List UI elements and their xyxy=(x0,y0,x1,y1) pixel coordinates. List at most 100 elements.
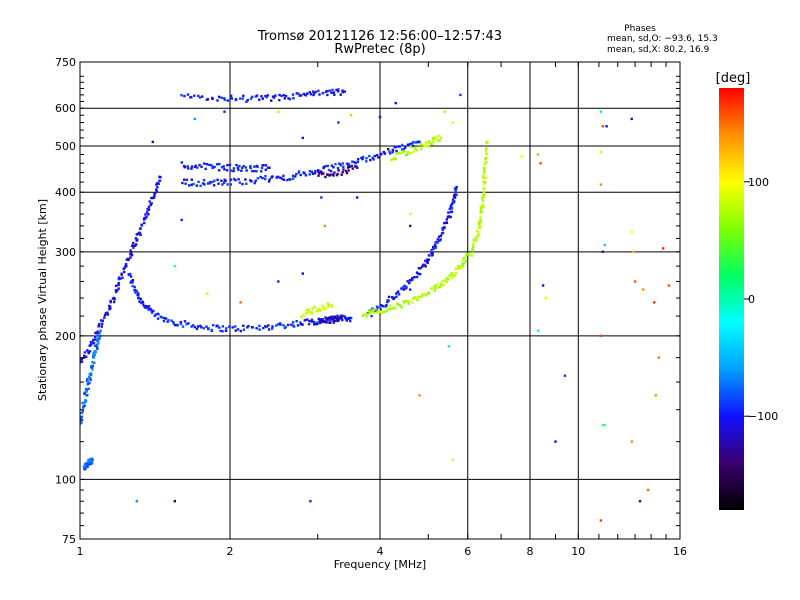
trace-point xyxy=(207,163,211,167)
colorbar-tick-label: −100 xyxy=(748,410,778,423)
trace-point xyxy=(195,327,199,331)
trace-point xyxy=(123,270,126,274)
trace-point xyxy=(270,99,273,102)
trace-point xyxy=(439,136,443,140)
trace-point xyxy=(183,94,186,98)
trace-point xyxy=(330,303,333,307)
trace-point xyxy=(402,150,406,153)
trace-point xyxy=(425,141,428,144)
trace-point xyxy=(354,162,357,165)
trace-point xyxy=(327,303,330,306)
trace-point xyxy=(261,97,264,100)
trace-point xyxy=(249,97,253,100)
trace-point xyxy=(223,168,226,171)
trace-point xyxy=(325,318,328,322)
trace-point xyxy=(432,247,435,250)
trace-point xyxy=(80,421,83,425)
trace-point xyxy=(216,324,219,327)
scatter-point xyxy=(632,250,635,253)
trace-point xyxy=(395,145,398,149)
x-tick-label: 6 xyxy=(464,545,471,558)
scatter-point xyxy=(459,93,462,97)
trace-point xyxy=(96,346,99,349)
trace-point xyxy=(222,165,225,168)
trace-point xyxy=(411,276,414,280)
trace-point xyxy=(344,169,348,173)
trace-point xyxy=(376,154,379,157)
trace-point xyxy=(200,165,203,168)
trace-point xyxy=(121,276,124,279)
trace-point xyxy=(319,309,322,312)
trace-point xyxy=(156,182,159,185)
trace-point xyxy=(147,213,150,216)
trace-point xyxy=(484,152,488,155)
x-tick-label: 4 xyxy=(377,545,384,558)
trace-point xyxy=(331,88,334,92)
trace-point xyxy=(455,187,458,190)
trace-point xyxy=(117,281,120,285)
trace-point xyxy=(96,347,99,350)
trace-point xyxy=(132,246,135,249)
trace-point xyxy=(199,324,202,327)
trace-point xyxy=(132,241,135,245)
trace-point xyxy=(365,312,368,316)
trace-point xyxy=(122,267,125,271)
trace-point xyxy=(482,191,486,195)
trace-point xyxy=(256,165,259,169)
trace-point xyxy=(376,310,379,313)
trace-point xyxy=(400,287,403,290)
y-axis-label: Stationary phase Virtual Height [km] xyxy=(36,199,49,401)
trace-point xyxy=(449,215,452,219)
trace-point xyxy=(351,167,354,170)
trace-point xyxy=(431,140,435,143)
scatter-point xyxy=(277,280,280,283)
trace-point xyxy=(114,289,118,292)
trace-point xyxy=(129,253,132,256)
trace-point xyxy=(286,178,289,182)
trace-point xyxy=(385,309,389,312)
trace-point xyxy=(211,97,214,101)
trace-point xyxy=(350,164,354,168)
trace-point xyxy=(258,324,261,328)
trace-point xyxy=(87,458,90,462)
trace-point xyxy=(183,166,186,169)
trace-point xyxy=(317,174,320,177)
trace-point xyxy=(391,148,394,152)
trace-point xyxy=(347,162,351,166)
trace-point xyxy=(308,173,311,176)
trace-point xyxy=(130,251,133,255)
trace-point xyxy=(436,238,439,241)
trace-point xyxy=(203,162,206,165)
trace-point xyxy=(483,181,487,184)
scatter-point xyxy=(642,288,645,291)
scatter-point xyxy=(599,151,603,154)
trace-point xyxy=(484,149,488,152)
trace-point xyxy=(337,169,340,172)
trace-point xyxy=(482,205,485,208)
trace-point xyxy=(438,139,441,142)
trace-point xyxy=(348,165,352,168)
scatter-point xyxy=(603,243,606,247)
x-tick-label: 2 xyxy=(227,545,234,558)
trace-point xyxy=(84,399,88,403)
trace-point xyxy=(422,143,425,147)
trace-point xyxy=(414,146,417,149)
trace-point xyxy=(89,378,92,382)
trace-point xyxy=(362,314,365,317)
scatter-point xyxy=(630,440,633,443)
trace-point xyxy=(480,197,484,200)
trace-point xyxy=(201,182,205,185)
y-tick-label: 300 xyxy=(55,246,76,259)
scatter-point xyxy=(409,212,412,216)
trace-point xyxy=(255,94,259,97)
trace-point xyxy=(387,299,390,302)
trace-point xyxy=(98,337,101,340)
scatter-point xyxy=(599,334,603,337)
trace-point xyxy=(259,175,262,179)
trace-point xyxy=(303,172,306,175)
trace-point xyxy=(447,211,450,214)
trace-point xyxy=(291,93,295,96)
trace-point xyxy=(187,322,190,325)
x-tick-label: 1 xyxy=(77,545,84,558)
trace-point xyxy=(129,249,132,252)
